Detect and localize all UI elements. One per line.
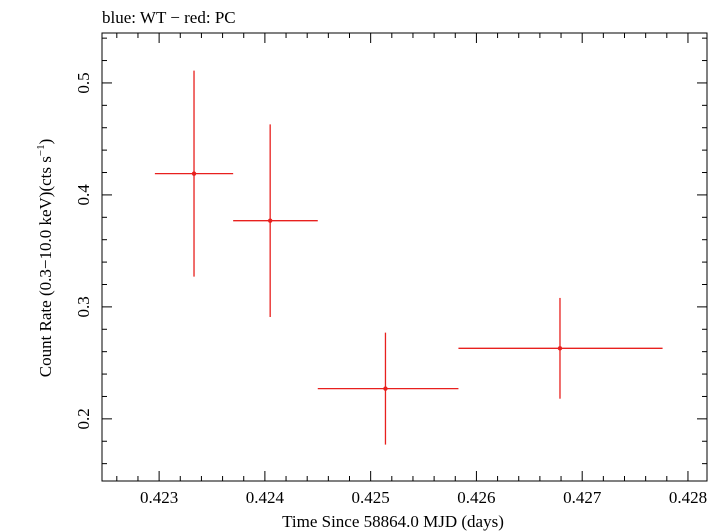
x-tick-label: 0.424 [246,488,285,507]
chart-title: blue: WT − red: PC [102,8,236,27]
point-marker [557,346,563,351]
y-axis-label-main: Count Rate (0.3−10.0 keV)(cts s [36,156,55,377]
point-marker [191,171,197,176]
plot-frame [101,32,708,482]
plot-layer: 0.423 0.424 0.425 0.426 0.427 0.428 0.2 0.3 0.4 0… [74,32,708,507]
y-tick-label: 0.4 [74,184,93,206]
x-tick-label: 0.427 [563,488,602,507]
y-axis-label-close: ) [36,139,55,145]
y-tick-label: 0.3 [74,296,93,317]
data-point [233,124,318,317]
data-point [317,332,459,445]
y-axis-label-superscript: −1 [35,144,47,156]
point-marker [383,386,388,391]
x-tick-label: 0.426 [457,488,495,507]
point-marker [267,218,273,223]
y-tick-label: 0.5 [74,72,93,93]
data-point [458,297,663,399]
data-point [154,70,234,277]
x-tick-label: 0.425 [352,488,390,507]
y-tick-label: 0.2 [74,408,93,429]
x-tick-label: 0.428 [669,488,707,507]
x-axis-label: Time Since 58864.0 MJD (days) [282,512,504,531]
y-axis-label: Count Rate (0.3−10.0 keV)(cts s−1) [35,139,55,378]
x-tick-label: 0.423 [140,488,178,507]
